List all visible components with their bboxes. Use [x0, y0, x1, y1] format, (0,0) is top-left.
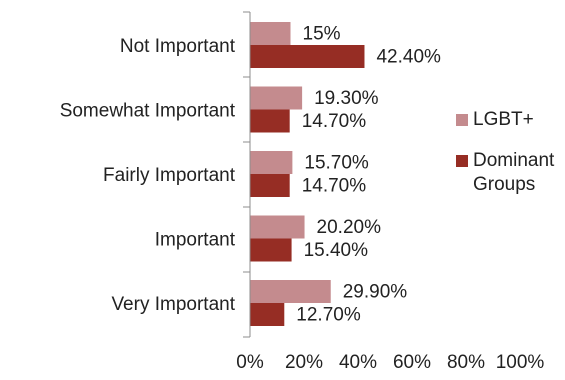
data-label: 15.40% — [304, 240, 369, 261]
bar-dominant — [250, 45, 365, 68]
legend-label: Dominant — [473, 150, 555, 171]
data-labels: 15%42.40%19.30%14.70%15.70%14.70%20.20%1… — [296, 24, 441, 326]
data-label: 12.70% — [296, 305, 361, 326]
category-label: Important — [155, 230, 236, 251]
x-tick-label: 0% — [236, 352, 264, 373]
data-label: 19.30% — [314, 88, 379, 109]
x-tick-label: 20% — [285, 352, 323, 373]
data-label: 15% — [303, 24, 341, 45]
x-tick-label: 40% — [339, 352, 377, 373]
legend-label: LGBT+ — [473, 109, 534, 130]
data-label: 14.70% — [302, 111, 367, 132]
data-label: 42.40% — [376, 47, 441, 68]
bar-dominant — [250, 109, 290, 133]
data-label: 15.70% — [304, 153, 369, 174]
x-tick-label: 60% — [393, 352, 431, 373]
bar-lgbt — [250, 22, 291, 45]
data-label: 29.90% — [343, 282, 408, 303]
x-tick-label: 80% — [447, 352, 485, 373]
legend-label: Groups — [473, 174, 535, 195]
data-label: 20.20% — [317, 217, 382, 238]
data-label: 14.70% — [302, 176, 367, 197]
bar-lgbt — [250, 86, 303, 110]
category-label: Somewhat Important — [60, 101, 236, 122]
category-label: Very Important — [111, 294, 235, 315]
bars-layer — [250, 22, 365, 326]
bar-lgbt — [250, 215, 305, 239]
axes: Not Important Somewhat Important Fairly Im… — [60, 11, 545, 373]
legend-swatch — [456, 114, 468, 126]
bar-dominant — [250, 303, 285, 326]
bar-dominant — [250, 174, 290, 197]
legend: LGBT+ Dominant Groups — [456, 109, 555, 195]
bar-dominant — [250, 238, 292, 262]
category-label: Not Important — [120, 36, 236, 57]
legend-swatch — [456, 155, 468, 167]
x-tick-label: 100% — [496, 352, 545, 373]
bar-lgbt — [250, 151, 293, 174]
category-label: Fairly Important — [103, 165, 236, 186]
bar-lgbt — [250, 280, 331, 303]
